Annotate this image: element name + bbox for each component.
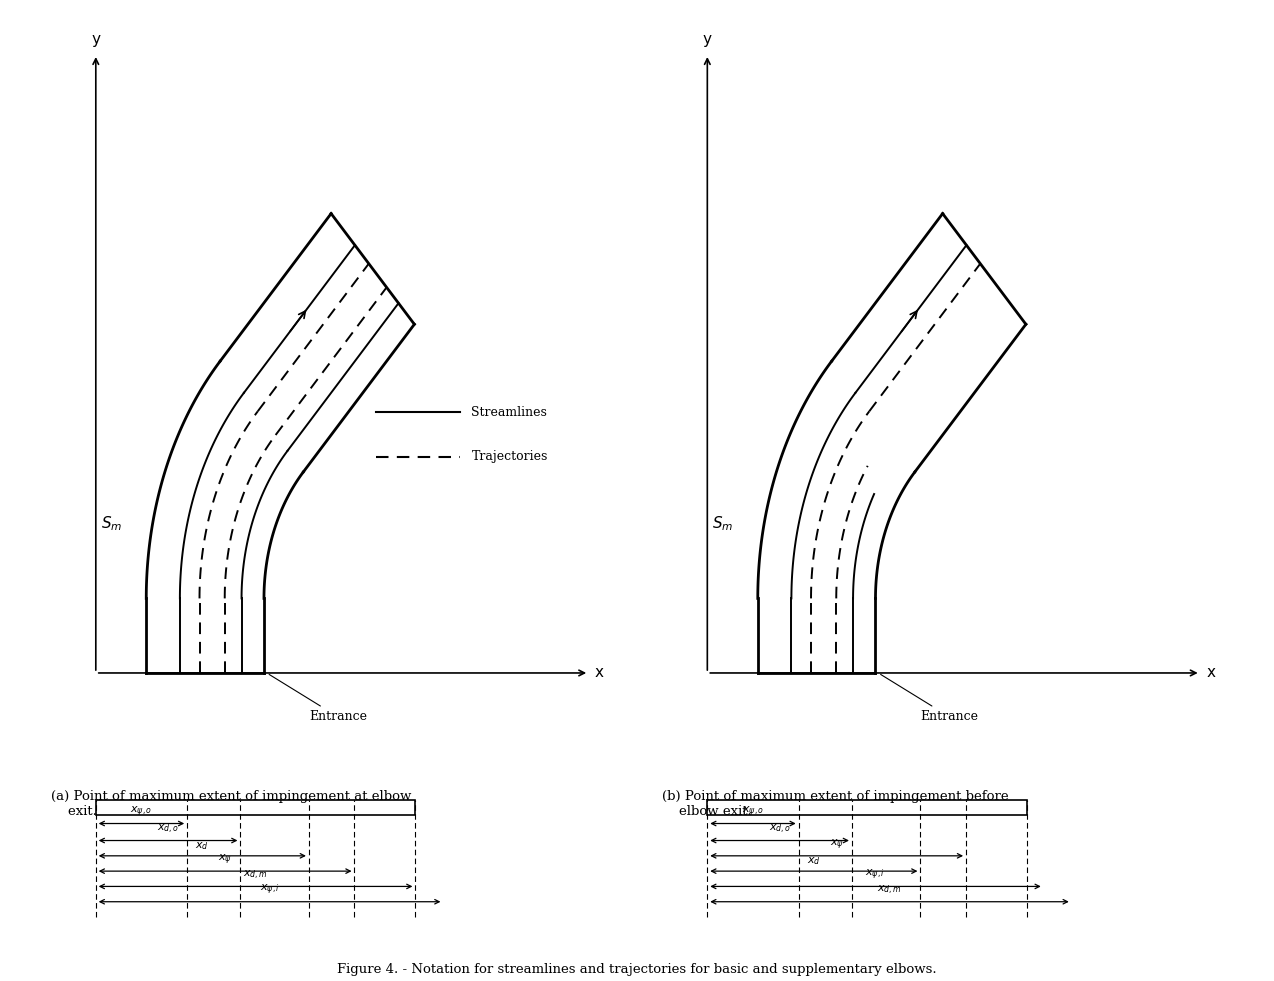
Text: y: y [92,31,101,47]
Text: y: y [703,31,712,47]
Text: $x_\psi$: $x_\psi$ [218,852,232,867]
Text: Entrance: Entrance [269,674,367,723]
Text: x: x [1206,665,1215,681]
Text: $x_{d,o}$: $x_{d,o}$ [157,823,180,836]
Text: Entrance: Entrance [880,674,978,723]
Text: $x_{d,m}$: $x_{d,m}$ [243,869,268,882]
Text: $x_\psi$: $x_\psi$ [829,837,843,852]
Text: $x_d$: $x_d$ [806,855,820,867]
Text: (a) Point of maximum extent of impingement at elbow
    exit.: (a) Point of maximum extent of impingeme… [51,790,412,818]
Text: Trajectories: Trajectories [471,450,548,463]
Bar [707,800,1027,815]
Text: $S_m$: $S_m$ [101,514,122,533]
Text: $x_{\psi,o}$: $x_{\psi,o}$ [130,804,153,819]
Text: $x_{\psi,o}$: $x_{\psi,o}$ [741,804,764,819]
Text: $x_{d,o}$: $x_{d,o}$ [768,823,791,836]
Text: $S_m$: $S_m$ [712,514,734,533]
Bar [96,800,415,815]
Text: Streamlines: Streamlines [471,405,548,419]
Text: Figure 4. - Notation for streamlines and trajectories for basic and supplementar: Figure 4. - Notation for streamlines and… [338,963,936,976]
Text: $x_d$: $x_d$ [195,840,209,852]
Text: (b) Point of maximum extent of impingement before
    elbow exit.: (b) Point of maximum extent of impingeme… [662,790,1009,818]
Text: $x_{d,m}$: $x_{d,m}$ [877,885,902,898]
Text: $x_{\psi,i}$: $x_{\psi,i}$ [865,868,885,882]
Text: $x_{\psi,i}$: $x_{\psi,i}$ [260,883,279,898]
Text: x: x [595,665,604,681]
